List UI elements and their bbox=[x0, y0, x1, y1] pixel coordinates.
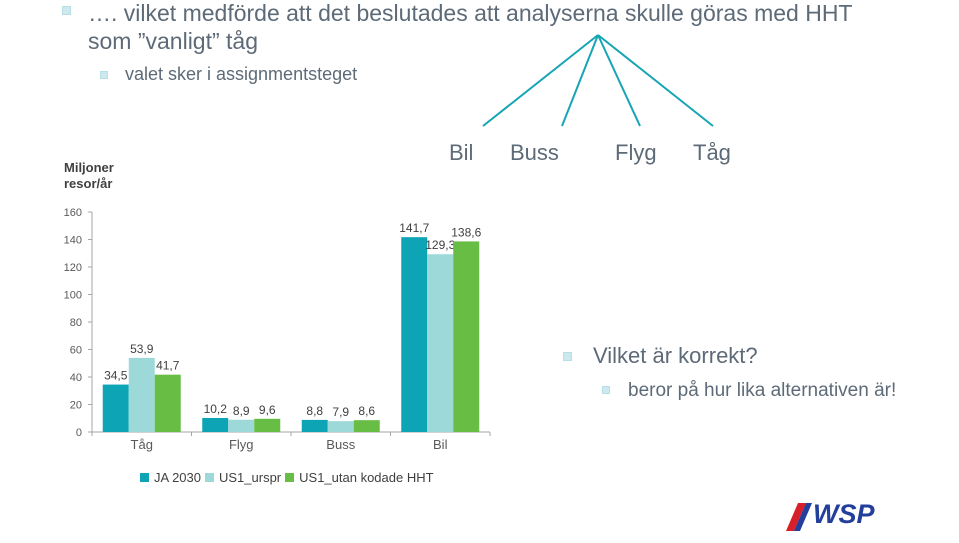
legend-swatch bbox=[285, 473, 295, 482]
legend-swatch bbox=[205, 473, 214, 482]
bar bbox=[301, 419, 328, 432]
legend-swatch bbox=[140, 473, 149, 482]
legend-item: US1_utan kodade HHT bbox=[285, 470, 434, 485]
bullet-marker bbox=[62, 6, 71, 15]
legend-label: US1_utan kodade HHT bbox=[299, 470, 434, 485]
bar-data-label: 8,9 bbox=[233, 404, 250, 418]
y-axis-label: Miljoner resor/år bbox=[64, 160, 114, 191]
y-tick-label: 140 bbox=[64, 235, 82, 247]
bar-data-label: 41,7 bbox=[156, 359, 180, 373]
y-tick-label: 0 bbox=[76, 427, 82, 439]
bar bbox=[128, 357, 155, 432]
logo-red-stripe bbox=[786, 503, 806, 531]
bar bbox=[453, 241, 480, 432]
logo-text: WSP bbox=[813, 499, 875, 529]
bar-data-label: 8,8 bbox=[306, 404, 323, 418]
bar bbox=[154, 374, 181, 432]
option-tag: Tåg bbox=[693, 140, 731, 165]
x-category-label: Tåg bbox=[131, 437, 153, 452]
question-text: Vilket är korrekt? bbox=[593, 343, 758, 368]
y-tick-label: 100 bbox=[64, 290, 82, 302]
bar-data-label: 34,5 bbox=[104, 369, 128, 383]
bar-data-label: 10,2 bbox=[204, 402, 228, 416]
bar-data-label: 129,3 bbox=[425, 238, 455, 252]
legend-item: JA 2030 bbox=[140, 470, 201, 485]
bar bbox=[102, 384, 129, 432]
bar-data-label: 141,7 bbox=[399, 221, 429, 235]
bar bbox=[401, 237, 428, 432]
bar bbox=[202, 417, 229, 432]
bar-data-label: 7,9 bbox=[332, 405, 349, 419]
x-category-label: Buss bbox=[326, 437, 355, 452]
y-tick-label: 60 bbox=[70, 345, 82, 357]
y-tick-label: 20 bbox=[70, 400, 82, 412]
chart-legend: JA 2030 US1_urspr US1_utan kodade HHT bbox=[140, 470, 438, 485]
option-flyg: Flyg bbox=[615, 140, 657, 165]
bullet-text-line2: som ”vanligt” tåg bbox=[88, 28, 259, 54]
question-bullet-marker bbox=[563, 352, 572, 361]
bar-data-label: 53,9 bbox=[130, 342, 154, 356]
answer-text: beror på hur lika alternativen är! bbox=[628, 380, 897, 401]
y-tick-label: 160 bbox=[64, 207, 82, 219]
bar bbox=[254, 418, 281, 432]
bar-data-label: 138,6 bbox=[451, 225, 481, 239]
bullet-text-line1: …. vilket medförde att det beslutades at… bbox=[88, 0, 853, 26]
legend-label: US1_urspr bbox=[219, 470, 282, 485]
bar-data-label: 8,6 bbox=[358, 404, 375, 418]
y-tick-label: 120 bbox=[64, 262, 82, 274]
answer-bullet-marker bbox=[602, 386, 610, 394]
bar-data-label: 9,6 bbox=[259, 403, 276, 417]
logo-blue-stripe bbox=[794, 503, 812, 531]
sub-bullet-text: valet sker i assignmentsteget bbox=[125, 64, 358, 84]
bar bbox=[228, 419, 255, 432]
legend-item: US1_urspr bbox=[205, 470, 281, 485]
y-tick-label: 40 bbox=[70, 372, 82, 384]
option-bil: Bil bbox=[449, 140, 474, 165]
x-category-label: Flyg bbox=[229, 437, 254, 452]
y-tick-label: 80 bbox=[70, 317, 82, 329]
bar bbox=[327, 421, 354, 432]
bar bbox=[353, 420, 380, 432]
sub-bullet-marker bbox=[100, 71, 108, 79]
x-category-label: Bil bbox=[433, 437, 448, 452]
option-buss: Buss bbox=[510, 140, 559, 165]
wsp-logo bbox=[786, 503, 812, 531]
legend-label: JA 2030 bbox=[154, 470, 201, 485]
bar bbox=[427, 254, 454, 432]
